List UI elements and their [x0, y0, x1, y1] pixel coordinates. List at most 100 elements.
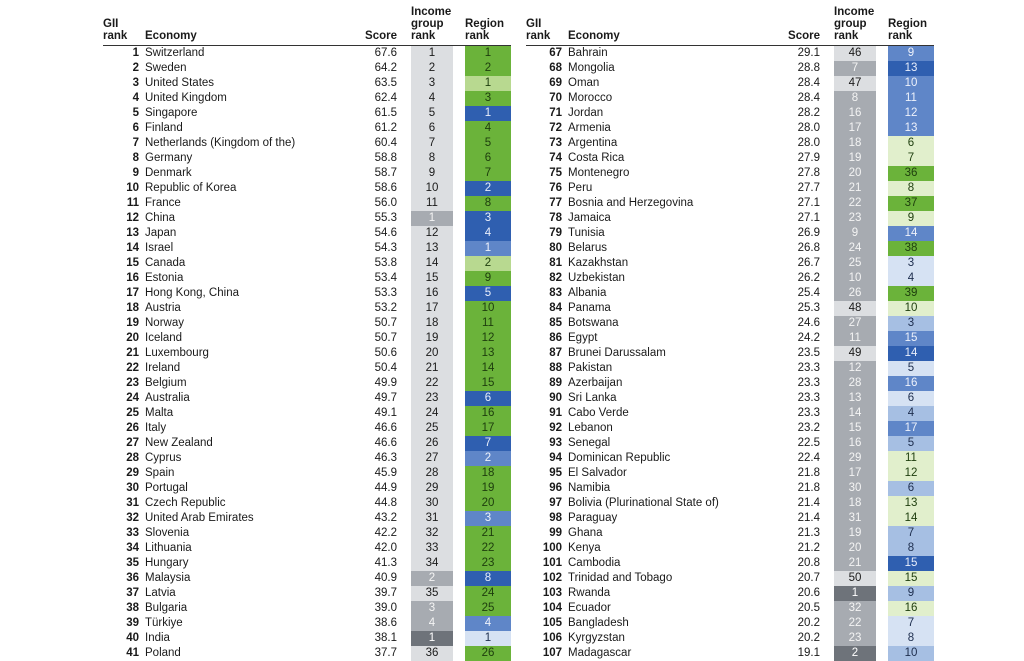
income-group-rank-cell: 35 — [411, 586, 453, 601]
column-gap — [453, 391, 465, 406]
column-gap — [453, 121, 465, 136]
score-cell: 55.3 — [374, 212, 397, 224]
gii-rank-cell: 93 — [549, 437, 562, 449]
table-row: 100 Kenya 21.2 20 8 — [526, 541, 934, 556]
income-group-rank-cell: 18 — [834, 136, 876, 151]
income-group-rank-cell: 25 — [411, 421, 453, 436]
column-gap — [453, 571, 465, 586]
region-rank-cell: 13 — [888, 121, 934, 136]
income-group-rank-cell: 48 — [834, 301, 876, 316]
score-cell: 49.7 — [374, 392, 397, 404]
column-gap — [453, 211, 465, 226]
income-group-rank-cell: 13 — [411, 241, 453, 256]
gii-rank-cell: 33 — [126, 527, 139, 539]
score-cell: 25.4 — [797, 287, 820, 299]
table-row: 91 Cabo Verde 23.3 14 4 — [526, 406, 934, 421]
region-rank-cell: 7 — [465, 166, 511, 181]
income-group-rank-cell: 9 — [411, 166, 453, 181]
economy-cell: Poland — [145, 647, 181, 659]
column-gap — [453, 226, 465, 241]
economy-cell: Australia — [145, 392, 190, 404]
score-cell: 24.2 — [797, 332, 820, 344]
region-rank-cell: 21 — [465, 526, 511, 541]
column-gap — [453, 316, 465, 331]
gii-rank-cell: 15 — [126, 257, 139, 269]
score-cell: 53.4 — [374, 272, 397, 284]
score-cell: 23.3 — [797, 392, 820, 404]
score-cell: 39.7 — [374, 587, 397, 599]
column-gap — [876, 181, 888, 196]
gii-rank-cell: 38 — [126, 602, 139, 614]
score-cell: 58.6 — [374, 182, 397, 194]
table-row: 77 Bosnia and Herzegovina 27.1 22 37 — [526, 196, 934, 211]
income-group-rank-cell: 46 — [834, 46, 876, 61]
region-rank-cell: 7 — [888, 526, 934, 541]
region-rank-cell: 15 — [465, 376, 511, 391]
income-group-rank-header: Income group rank — [411, 0, 453, 46]
column-gap — [876, 76, 888, 91]
income-group-rank-header: Income group rank — [834, 0, 876, 46]
gii-rank-cell: 68 — [549, 62, 562, 74]
economy-cell: Bangladesh — [568, 617, 629, 629]
income-group-rank-cell: 20 — [834, 166, 876, 181]
gii-rank-header: GII rank — [103, 0, 145, 46]
income-group-rank-cell: 30 — [411, 496, 453, 511]
economy-cell: Kazakhstan — [568, 257, 629, 269]
economy-cell: Oman — [568, 77, 600, 89]
economy-cell: Denmark — [145, 167, 192, 179]
region-rank-cell: 7 — [888, 151, 934, 166]
region-rank-cell: 39 — [888, 286, 934, 301]
score-header: Score — [345, 0, 411, 46]
table-row: 76 Peru 27.7 21 8 — [526, 181, 934, 196]
score-cell: 53.8 — [374, 257, 397, 269]
economy-cell: Spain — [145, 467, 175, 479]
gii-rank-cell: 71 — [549, 107, 562, 119]
gii-rank-cell: 30 — [126, 482, 139, 494]
column-gap — [453, 106, 465, 121]
economy-cell: Germany — [145, 152, 193, 164]
column-gap — [453, 301, 465, 316]
gii-rank-cell: 89 — [549, 377, 562, 389]
gii-rank-cell: 12 — [126, 212, 139, 224]
table-row: 69 Oman 28.4 47 10 — [526, 76, 934, 91]
column-gap — [876, 196, 888, 211]
gii-rank-cell: 25 — [126, 407, 139, 419]
region-rank-cell: 3 — [888, 256, 934, 271]
economy-cell: Ireland — [145, 362, 181, 374]
income-group-rank-cell: 8 — [411, 151, 453, 166]
gii-rank-cell: 41 — [126, 647, 139, 659]
region-rank-cell: 1 — [465, 46, 511, 61]
income-group-rank-cell: 26 — [411, 436, 453, 451]
score-cell: 46.6 — [374, 437, 397, 449]
table-row: 99 Ghana 21.3 19 7 — [526, 526, 934, 541]
table-row: 75 Montenegro 27.8 20 36 — [526, 166, 934, 181]
gii-rank-cell: 4 — [132, 92, 139, 104]
gii-rank-cell: 40 — [126, 632, 139, 644]
gii-rank-cell: 77 — [549, 197, 562, 209]
region-rank-cell: 2 — [465, 451, 511, 466]
gii-rank-cell: 9 — [132, 167, 139, 179]
score-cell: 41.3 — [374, 557, 397, 569]
income-group-rank-cell: 3 — [411, 76, 453, 91]
income-group-rank-cell: 27 — [411, 451, 453, 466]
column-gap — [453, 256, 465, 271]
economy-cell: Iceland — [145, 332, 183, 344]
column-gap — [876, 151, 888, 166]
table-row: 23 Belgium 49.9 22 15 — [103, 376, 511, 391]
region-rank-cell: 26 — [465, 646, 511, 661]
column-gap — [453, 196, 465, 211]
gii-rank-cell: 3 — [132, 77, 139, 89]
economy-cell: Estonia — [145, 272, 184, 284]
score-cell: 28.4 — [797, 92, 820, 104]
score-cell: 22.5 — [797, 437, 820, 449]
region-rank-cell: 10 — [888, 76, 934, 91]
region-rank-cell: 13 — [465, 346, 511, 361]
gii-rank-cell: 94 — [549, 452, 562, 464]
table-row: 107 Madagascar 19.1 2 10 — [526, 646, 934, 661]
gii-rank-cell: 96 — [549, 482, 562, 494]
gii-rank-cell: 90 — [549, 392, 562, 404]
region-rank-cell: 17 — [888, 421, 934, 436]
economy-cell: Madagascar — [568, 647, 632, 659]
column-gap — [876, 406, 888, 421]
table-row: 11 France 56.0 11 8 — [103, 196, 511, 211]
